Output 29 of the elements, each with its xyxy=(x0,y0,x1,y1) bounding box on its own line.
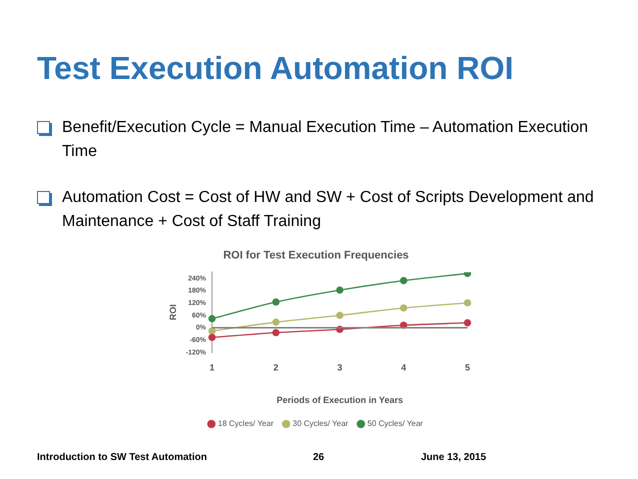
point xyxy=(208,327,216,335)
x-tick-label: 3 xyxy=(337,362,342,372)
text: Benefit/Execution Cycle = Manual Execution Time – Automation Execution Time xyxy=(62,118,590,162)
point xyxy=(272,318,280,326)
y-axis-title: ROI xyxy=(168,304,178,320)
chart-subtitle: ROI for Test Execution Frequencies xyxy=(223,250,409,262)
point xyxy=(208,315,216,322)
x-tick-label: 5 xyxy=(464,362,470,372)
point xyxy=(272,298,280,306)
x-tick-label: 2 xyxy=(273,362,278,372)
point xyxy=(272,329,280,336)
point xyxy=(464,299,472,306)
text: 26 xyxy=(313,452,324,463)
text: June 13, 2015 xyxy=(421,452,486,463)
legend-label: 30 Cycles/ Year xyxy=(292,419,349,428)
chart-title: Test Execution Automation ROI xyxy=(37,50,514,87)
x-axis-title: Periods of Execution in Years xyxy=(276,395,403,406)
point xyxy=(336,286,344,294)
point xyxy=(464,319,472,326)
point xyxy=(208,334,216,342)
text: Introduction to SW Test Automation xyxy=(37,452,207,463)
text: Automation Cost = Cost of HW and SW + Cost of Scripts Development and Maintenance + Cost of Staff Training xyxy=(62,188,595,232)
x-tick-label: 1 xyxy=(210,362,215,372)
x-tick-label: 4 xyxy=(401,362,406,372)
legend-label: 18 Cycles/ Year xyxy=(218,419,274,428)
point xyxy=(400,276,408,284)
point xyxy=(400,304,408,312)
legend-label: 50 Cycles/ Year xyxy=(367,419,424,428)
point xyxy=(336,312,344,320)
